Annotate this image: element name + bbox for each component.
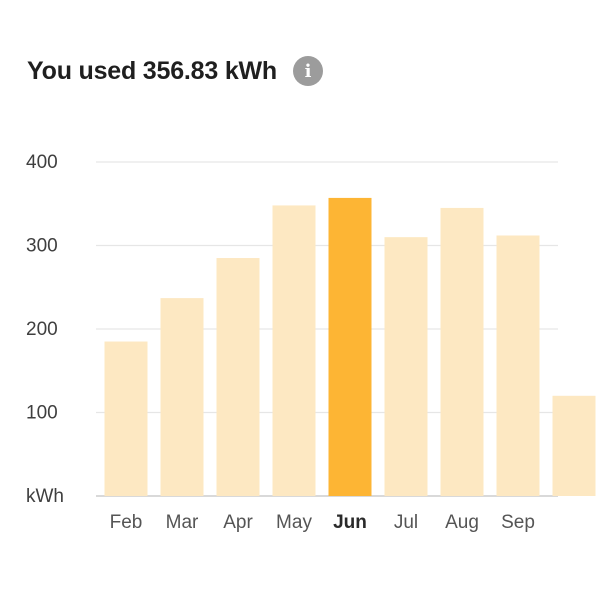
- y-tick-label: 300: [26, 236, 58, 257]
- info-icon[interactable]: i: [292, 56, 323, 86]
- bar[interactable]: [496, 235, 540, 497]
- bar-selected[interactable]: [328, 197, 372, 496]
- bar[interactable]: [272, 205, 316, 497]
- x-tick-label[interactable]: Jul: [394, 512, 418, 533]
- x-tick-label[interactable]: Feb: [110, 512, 143, 533]
- y-axis-ticks: 400 300 200 100 kWh: [26, 152, 64, 507]
- x-tick-label-selected[interactable]: Jun: [333, 512, 367, 533]
- y-tick-label: kWh: [26, 486, 64, 507]
- x-tick-label[interactable]: Sep: [501, 512, 535, 533]
- usage-header: You used 356.83 kWh i: [27, 56, 323, 86]
- x-tick-label[interactable]: Mar: [166, 512, 199, 533]
- x-axis-labels: Feb Mar Apr May Jun Jul Aug Sep: [110, 512, 535, 533]
- bar[interactable]: [440, 207, 484, 497]
- bar[interactable]: [384, 237, 428, 496]
- bars: [104, 197, 596, 497]
- x-tick-label[interactable]: Aug: [445, 512, 479, 533]
- bar[interactable]: [216, 258, 260, 496]
- y-tick-label: 200: [26, 319, 58, 340]
- y-tick-label: 100: [26, 403, 58, 424]
- bar[interactable]: [160, 298, 204, 496]
- usage-title: You used 356.83 kWh: [27, 56, 277, 85]
- y-tick-label: 400: [26, 152, 58, 173]
- bar-partial: [552, 395, 596, 496]
- bar[interactable]: [104, 341, 148, 496]
- x-tick-label[interactable]: Apr: [223, 512, 253, 533]
- x-tick-label[interactable]: May: [276, 512, 312, 533]
